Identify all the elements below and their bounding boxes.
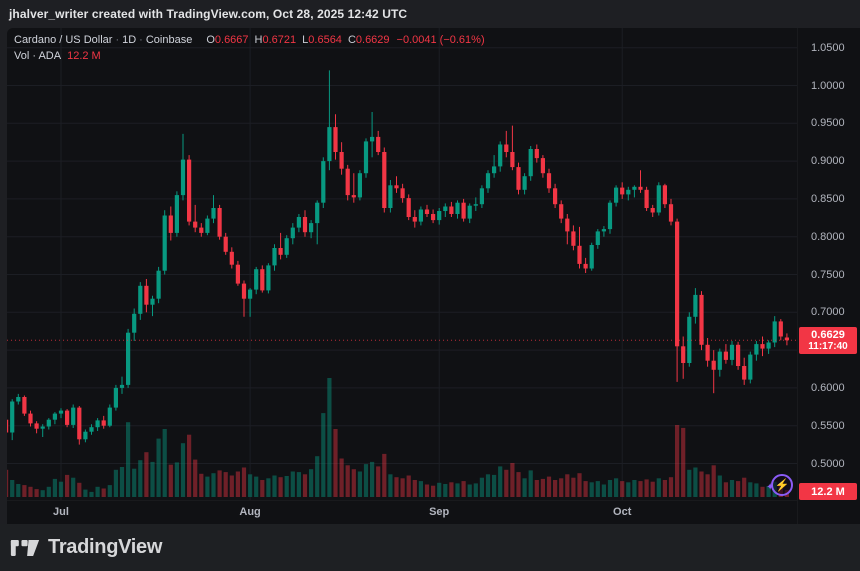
exchange-label: Coinbase — [145, 34, 193, 46]
volume-series — [7, 378, 789, 497]
price-tick-label: 1.0000 — [811, 79, 845, 92]
candlestick-chart-canvas[interactable] — [7, 28, 797, 500]
legend-separator: · — [115, 34, 120, 46]
header-bar: jhalver_writer created with TradingView.… — [0, 0, 860, 28]
bar-countdown: 11:17:40 — [808, 340, 848, 352]
flash-boost-icon[interactable]: ✦ ⚡ — [766, 473, 794, 499]
open-letter: O — [206, 34, 215, 46]
price-tick-label: 0.8500 — [811, 192, 845, 205]
price-tick-label: 0.6000 — [811, 381, 845, 394]
legend-symbol-row: Cardano / US Dollar · 1D · Coinbase O0.6667 H0… — [14, 32, 485, 48]
lightning-icon: ⚡ — [771, 474, 793, 496]
tradingview-wordmark: TradingView — [48, 536, 163, 558]
sparkle-icon: ✦ — [766, 482, 775, 493]
volume-value: 12.2 M — [67, 50, 101, 62]
price-tick-label: 0.9000 — [811, 155, 845, 168]
symbol-title[interactable]: Cardano / US Dollar — [14, 34, 113, 46]
low-letter: L — [302, 34, 309, 46]
price-tick-label: 0.8000 — [811, 230, 845, 243]
chart-legend: Cardano / US Dollar · 1D · Coinbase O0.6667 H0… — [14, 32, 485, 64]
candlestick-series — [7, 70, 789, 445]
change-value: −0.0041 (−0.61%) — [396, 34, 485, 46]
grid-lines — [7, 28, 797, 500]
ohlc-values: O0.6667 H0.6721 L0.6564 C0.6629 −0.0041 (−0.… — [200, 34, 484, 46]
price-tick-label: 0.5000 — [811, 457, 845, 470]
price-axis[interactable]: 0.6629 11:17:40 12.2 M 1.0500 1.0000 0.950… — [797, 28, 860, 524]
volume-label: Vol · ADA — [14, 50, 62, 62]
price-tick-label: 1.0500 — [811, 41, 845, 54]
tradingview-logo[interactable]: TradingView — [10, 536, 162, 559]
month-label: Aug — [239, 506, 261, 518]
price-tick-label: 0.9500 — [811, 117, 845, 130]
tradingview-logo-mark — [10, 539, 40, 556]
price-tick-label: 0.7000 — [811, 306, 845, 319]
high-letter: H — [254, 34, 263, 46]
attribution-text: jhalver_writer created with TradingView.… — [9, 7, 408, 21]
volume-axis-label: 12.2 M — [799, 483, 857, 500]
chart-widget: Cardano / US Dollar · 1D · Coinbase O0.6667 H0… — [7, 28, 860, 524]
open-value: 0.6667 — [214, 34, 249, 46]
time-axis[interactable]: Jul Aug Sep Oct — [7, 500, 797, 524]
footer-bar: TradingView — [0, 524, 860, 571]
last-price-value: 0.6629 — [811, 328, 845, 341]
interval-label: 1D — [122, 34, 137, 46]
last-price-label: 0.6629 11:17:40 — [799, 326, 857, 354]
month-label: Jul — [53, 506, 69, 518]
price-tick-label: 0.5500 — [811, 419, 845, 432]
close-value: 0.6629 — [355, 34, 390, 46]
month-label: Oct — [613, 506, 632, 518]
price-tick-label: 0.7500 — [811, 268, 845, 281]
legend-volume-row: Vol · ADA 12.2 M — [14, 48, 485, 64]
high-value: 0.6721 — [262, 34, 297, 46]
low-value: 0.6564 — [308, 34, 342, 46]
close-letter: C — [347, 34, 356, 46]
month-label: Sep — [429, 506, 450, 518]
legend-separator: · — [139, 34, 143, 46]
